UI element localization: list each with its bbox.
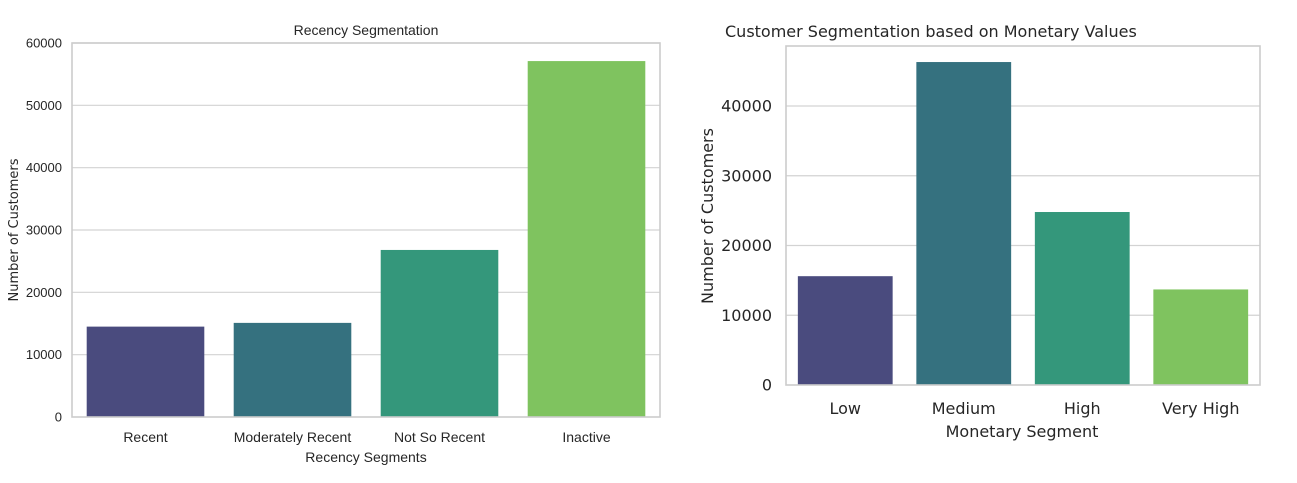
- c2-bar: [797, 276, 893, 385]
- c2-y-tick-label: 30000: [721, 166, 772, 185]
- c1-bar: [380, 249, 499, 417]
- c1-x-tick-label: Moderately Recent: [234, 429, 352, 445]
- c1-bar: [527, 61, 646, 418]
- c2-y-tick-label: 40000: [721, 97, 772, 116]
- monetary-x-axis-label: Monetary Segment: [946, 422, 1099, 441]
- c2-y-tick-label: 20000: [721, 236, 772, 255]
- monetary-x-tick-labels: Low Medium High Very High: [829, 399, 1239, 418]
- recency-plot-frame: [71, 42, 661, 418]
- c2-bar: [916, 62, 1012, 385]
- recency-x-tick-labels: Recent Moderately Recent Not So Recent Inac…: [123, 429, 611, 445]
- monetary-y-axis-label: Number of Customers: [698, 128, 717, 304]
- c2-x-tick-label: Low: [829, 399, 861, 418]
- monetary-chart-title: Customer Segmentation based on Monetary …: [725, 22, 1137, 41]
- c1-bar: [233, 322, 352, 417]
- monetary-gridlines: [786, 105, 1260, 316]
- c1-y-tick-label: 60000: [26, 36, 62, 51]
- c1-y-tick-label: 0: [55, 410, 62, 425]
- c1-y-tick-label: 10000: [26, 347, 62, 362]
- recency-chart: 0 10000 20000 30000 40000 50000 60000 Recent Mo…: [7, 22, 661, 465]
- monetary-bars: [797, 62, 1249, 385]
- c2-bar: [1153, 289, 1249, 385]
- recency-x-axis-label: Recency Segments: [305, 449, 426, 465]
- c1-y-tick-label: 20000: [26, 285, 62, 300]
- c1-x-tick-label: Inactive: [562, 429, 610, 445]
- c1-y-tick-label: 40000: [26, 160, 62, 175]
- c1-bar: [86, 326, 205, 417]
- recency-bars: [86, 61, 646, 418]
- c2-x-tick-label: Medium: [932, 399, 996, 418]
- c1-x-tick-label: Not So Recent: [394, 429, 485, 445]
- c2-y-tick-label: 10000: [721, 306, 772, 325]
- c2-y-tick-label: 0: [762, 376, 772, 395]
- c1-y-tick-label: 50000: [26, 98, 62, 113]
- c2-bar: [1034, 212, 1130, 385]
- recency-chart-title: Recency Segmentation: [294, 22, 439, 38]
- monetary-plot-frame: [785, 45, 1261, 386]
- c2-x-tick-label: Very High: [1162, 399, 1239, 418]
- monetary-y-tick-labels: 0 10000 20000 30000 40000: [721, 97, 772, 395]
- c1-y-tick-label: 30000: [26, 223, 62, 238]
- recency-y-tick-labels: 0 10000 20000 30000 40000 50000 60000: [26, 36, 62, 425]
- c2-x-tick-label: High: [1064, 399, 1101, 418]
- recency-y-axis-label: Number of Customers: [7, 158, 22, 301]
- monetary-chart: 0 10000 20000 30000 40000 Low Medium High Very …: [698, 22, 1261, 441]
- c1-x-tick-label: Recent: [123, 429, 167, 445]
